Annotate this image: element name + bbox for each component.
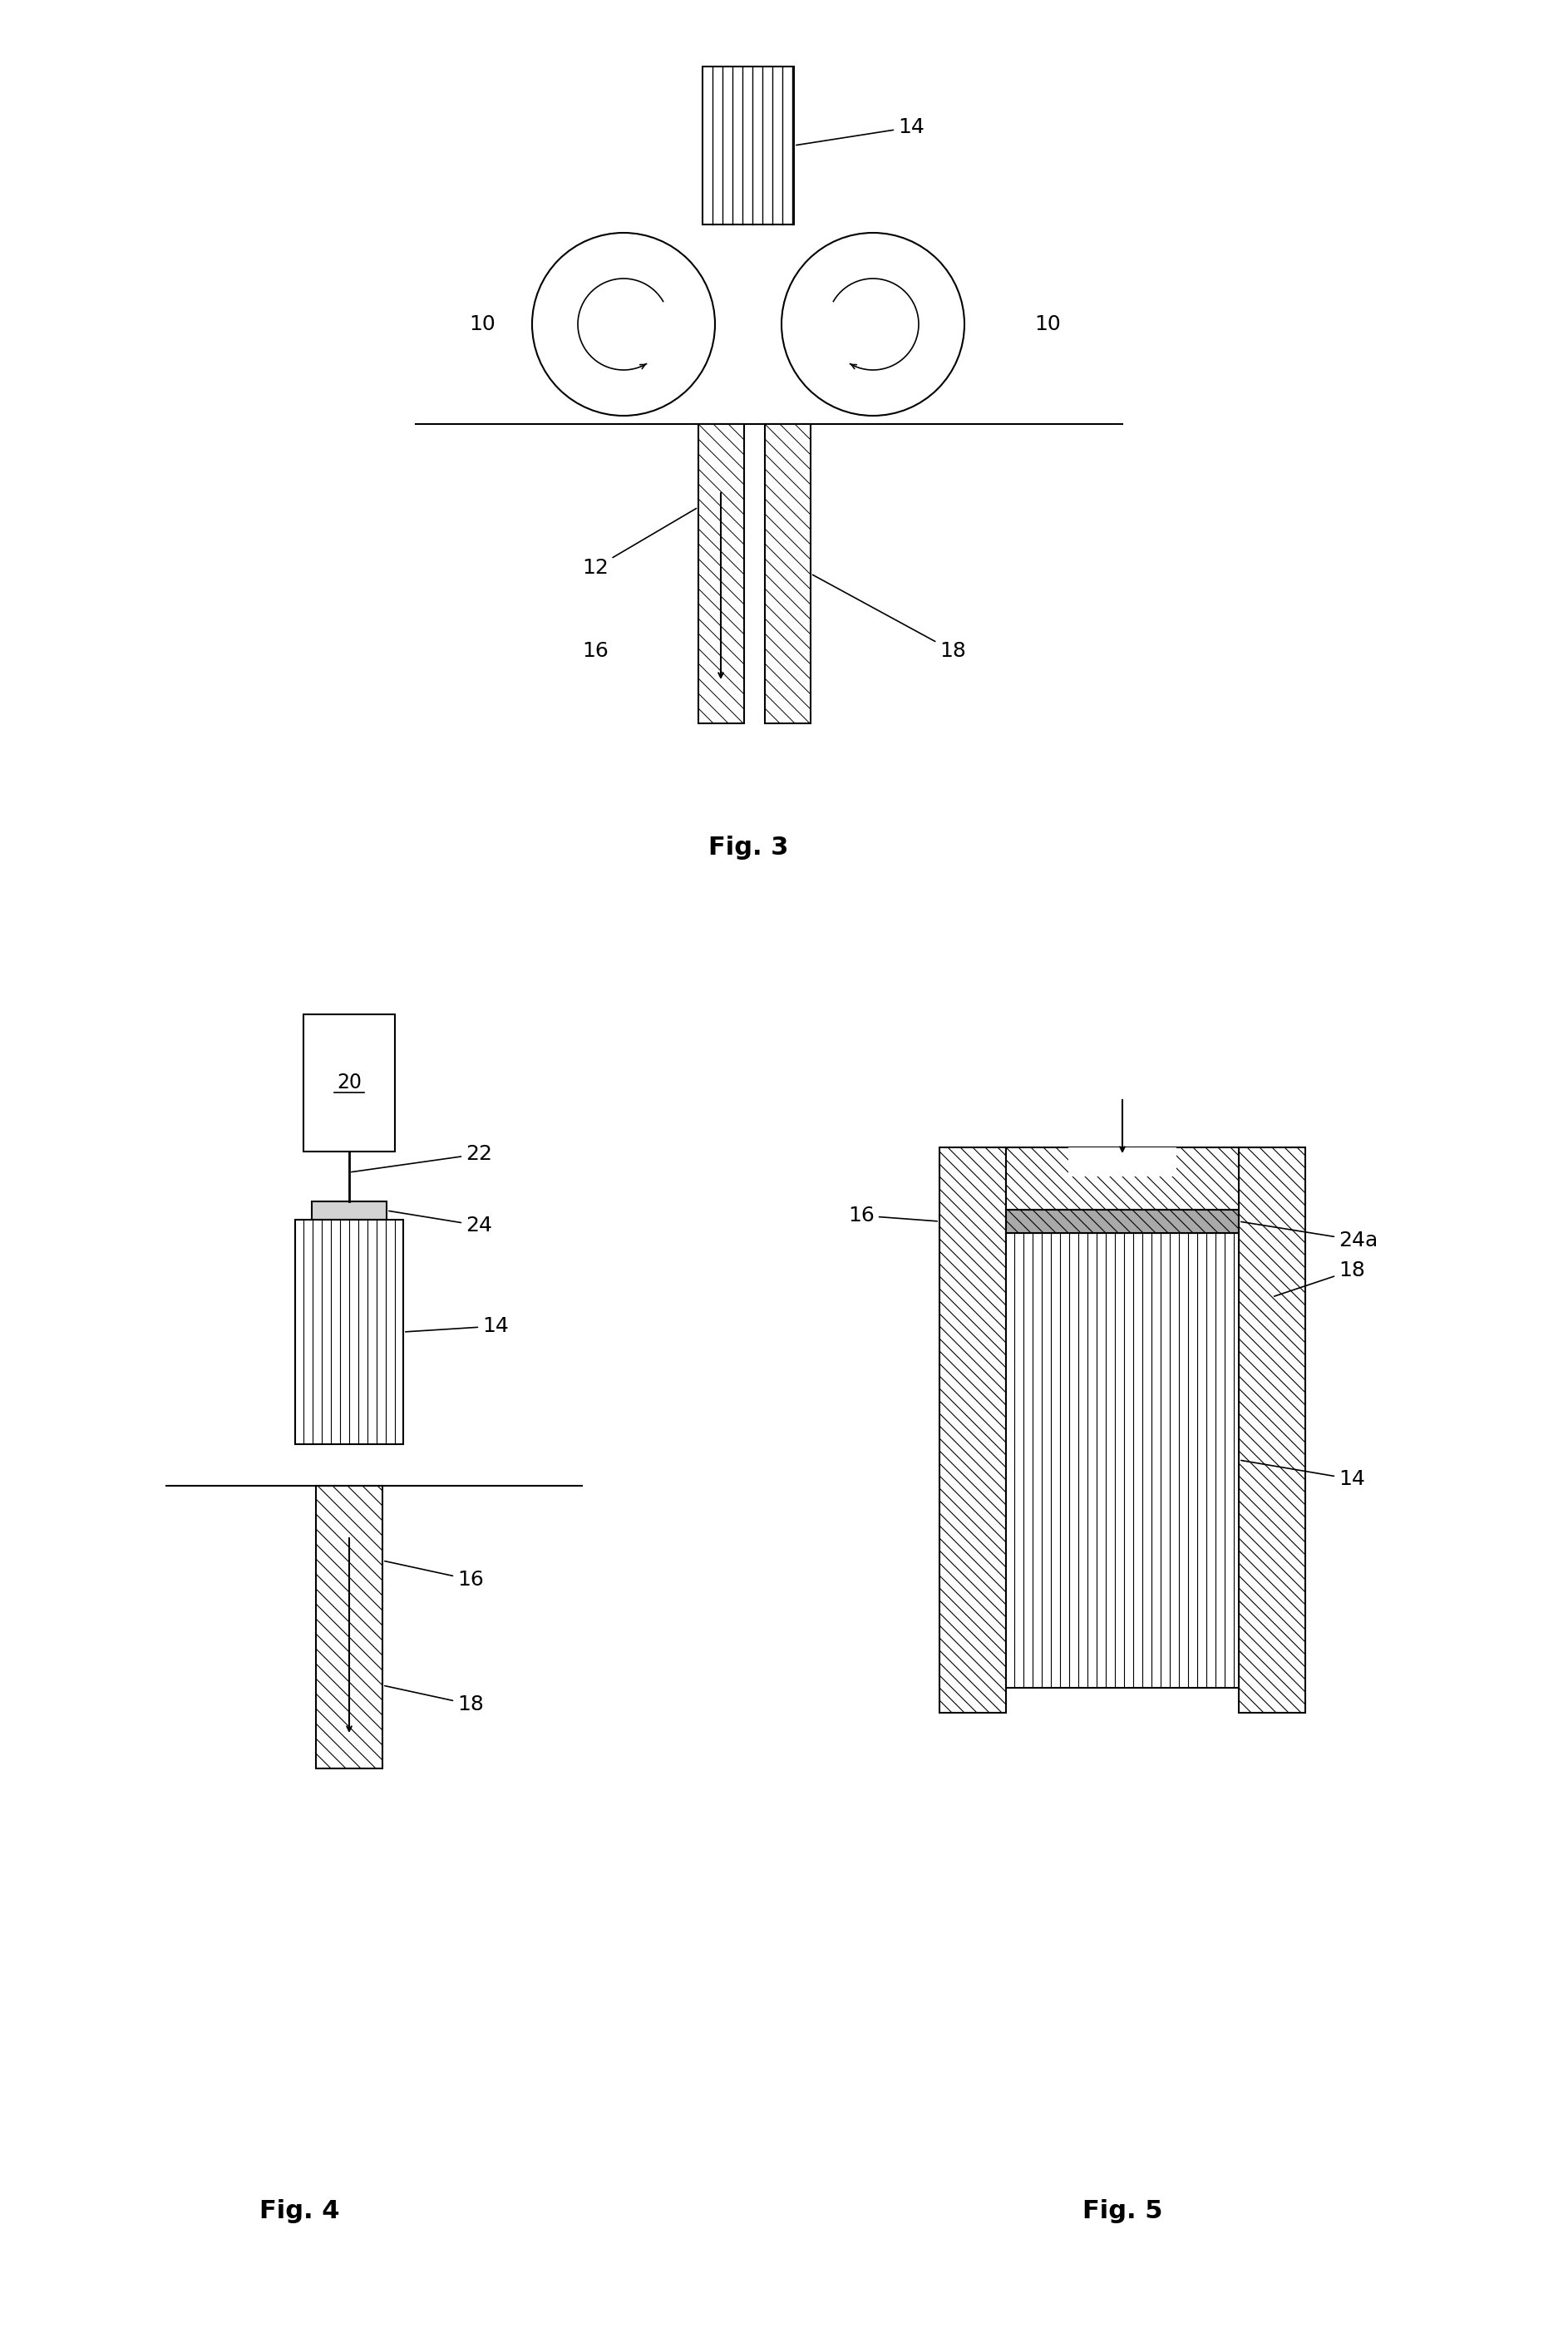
- Bar: [295, 1220, 403, 1443]
- Text: 18: 18: [384, 1685, 485, 1713]
- Text: 14: 14: [797, 116, 925, 144]
- Text: 16: 16: [582, 640, 608, 661]
- Text: 14: 14: [1240, 1460, 1366, 1490]
- Bar: [315, 1485, 383, 1769]
- Circle shape: [781, 233, 964, 417]
- Text: 16: 16: [848, 1206, 938, 1225]
- Bar: [765, 424, 811, 724]
- Text: 24a: 24a: [1240, 1222, 1378, 1250]
- Bar: [1007, 1211, 1239, 1234]
- Bar: [939, 1148, 1007, 1713]
- Text: 10: 10: [1035, 314, 1060, 335]
- Text: 18: 18: [1275, 1259, 1366, 1297]
- Text: 18: 18: [812, 575, 966, 661]
- Text: 20: 20: [337, 1073, 362, 1092]
- Circle shape: [532, 233, 715, 417]
- Text: 14: 14: [406, 1315, 508, 1336]
- Bar: [1068, 1148, 1176, 1176]
- Text: 16: 16: [384, 1562, 485, 1590]
- Text: 12: 12: [582, 508, 696, 577]
- Bar: [702, 68, 793, 223]
- Text: 10: 10: [469, 314, 495, 335]
- Bar: [1239, 1148, 1305, 1713]
- Bar: [312, 1201, 387, 1220]
- Bar: [304, 1015, 395, 1152]
- Text: 22: 22: [351, 1143, 492, 1171]
- Text: 24: 24: [389, 1211, 492, 1236]
- Text: Fig. 3: Fig. 3: [709, 836, 789, 859]
- Bar: [1007, 1234, 1239, 1688]
- Text: Fig. 4: Fig. 4: [259, 2200, 339, 2223]
- Bar: [1007, 1148, 1239, 1211]
- Bar: [698, 424, 745, 724]
- Text: Fig. 5: Fig. 5: [1082, 2200, 1162, 2223]
